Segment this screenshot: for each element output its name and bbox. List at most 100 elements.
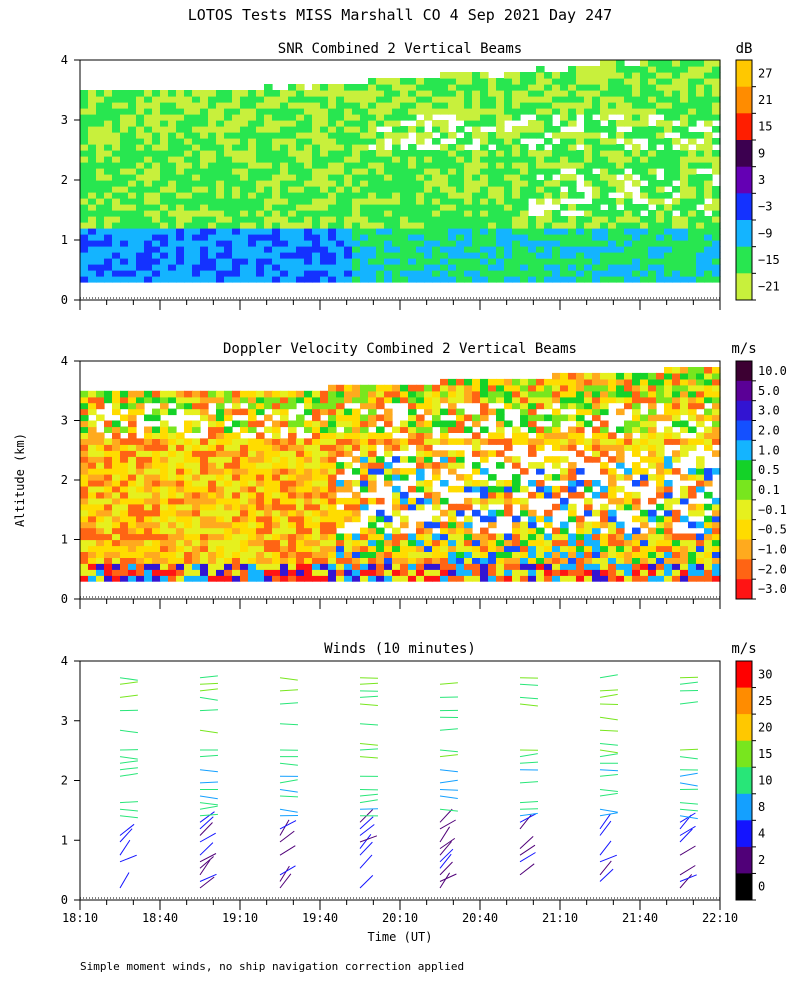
heatmap-cell (176, 533, 185, 541)
heatmap-cell (568, 276, 577, 283)
heatmap-cell (616, 78, 625, 85)
heatmap-cell (672, 545, 681, 552)
heatmap-cell (488, 156, 497, 163)
heatmap-cell (528, 378, 537, 386)
heatmap-cell (400, 276, 409, 283)
heatmap-cell (536, 234, 545, 241)
heatmap-cell (272, 551, 281, 558)
heatmap-cell (376, 84, 385, 91)
heatmap-cell (320, 210, 329, 217)
heatmap-cell (112, 276, 121, 283)
heatmap-cell (496, 216, 505, 223)
heatmap-cell (160, 204, 169, 211)
heatmap-cell (344, 480, 353, 487)
heatmap-cell (240, 575, 249, 582)
heatmap-cell (248, 108, 257, 115)
heatmap-cell (472, 96, 481, 103)
heatmap-cell (104, 96, 113, 103)
heatmap-cell (128, 144, 137, 151)
heatmap-cell (160, 545, 169, 552)
heatmap-cell (648, 72, 657, 79)
heatmap-cell (216, 444, 225, 451)
heatmap-cell (336, 132, 345, 139)
heatmap-cell (80, 491, 89, 499)
heatmap-cell (96, 270, 105, 277)
heatmap-cell (320, 491, 329, 499)
heatmap-cell (616, 497, 625, 505)
heatmap-cell (312, 102, 321, 109)
heatmap-cell (200, 102, 209, 109)
heatmap-cell (264, 114, 273, 121)
heatmap-cell (336, 276, 345, 283)
heatmap-cell (448, 204, 457, 211)
heatmap-cell (640, 372, 649, 380)
heatmap-cell (400, 96, 409, 103)
heatmap-cell (680, 438, 689, 445)
heatmap-cell (168, 264, 177, 271)
heatmap-cell (88, 396, 97, 404)
heatmap-cell (312, 90, 321, 97)
heatmap-cell (592, 414, 601, 422)
heatmap-cell (672, 186, 681, 193)
heatmap-cell (352, 264, 361, 271)
heatmap-cell (552, 533, 561, 541)
heatmap-cell (256, 180, 265, 187)
heatmap-cell (376, 468, 385, 475)
heatmap-cell (216, 132, 225, 139)
heatmap-cell (344, 438, 353, 445)
heatmap-cell (408, 186, 417, 193)
heatmap-cell (544, 264, 553, 271)
heatmap-cell (648, 402, 657, 410)
heatmap-cell (664, 432, 673, 439)
heatmap-cell (280, 402, 289, 410)
heatmap-cell (120, 396, 129, 404)
heatmap-cell (624, 246, 633, 253)
heatmap-cell (448, 96, 457, 103)
heatmap-cell (248, 132, 257, 139)
heatmap-cell (584, 222, 593, 229)
heatmap-cell (456, 114, 465, 121)
heatmap-cell (360, 240, 369, 247)
heatmap-cell (488, 240, 497, 247)
heatmap-cell (552, 180, 561, 187)
heatmap-cell (104, 240, 113, 247)
heatmap-cell (88, 474, 97, 481)
heatmap-cell (608, 228, 617, 235)
heatmap-cell (584, 551, 593, 558)
heatmap-cell (648, 186, 657, 193)
heatmap-cell (184, 503, 193, 511)
heatmap-cell (624, 378, 633, 386)
heatmap-cell (568, 258, 577, 265)
heatmap-cell (112, 551, 121, 558)
heatmap-cell (512, 222, 521, 229)
heatmap-cell (304, 162, 313, 169)
heatmap-cell (192, 515, 201, 523)
heatmap-cell (392, 270, 401, 277)
heatmap-cell (640, 252, 649, 259)
heatmap-cell (152, 551, 161, 558)
heatmap-cell (640, 545, 649, 552)
heatmap-cell (344, 102, 353, 109)
heatmap-cell (656, 270, 665, 277)
heatmap-cell (104, 144, 113, 151)
heatmap-cell (88, 426, 97, 433)
heatmap-cell (504, 402, 513, 410)
heatmap-cell (400, 222, 409, 229)
heatmap-cell (128, 180, 137, 187)
heatmap-cell (88, 575, 97, 582)
heatmap-cell (280, 539, 289, 547)
heatmap-cell (664, 66, 673, 73)
heatmap-cell (336, 462, 345, 469)
heatmap-cell (184, 551, 193, 558)
heatmap-cell (600, 432, 609, 439)
heatmap-cell (88, 264, 97, 271)
heatmap-cell (672, 84, 681, 91)
heatmap-cell (184, 108, 193, 115)
heatmap-cell (432, 474, 441, 481)
heatmap-cell (328, 270, 337, 277)
heatmap-cell (552, 426, 561, 433)
heatmap-cell (496, 408, 505, 416)
heatmap-cell (504, 438, 513, 445)
heatmap-cell (80, 246, 89, 253)
heatmap-cell (424, 432, 433, 439)
